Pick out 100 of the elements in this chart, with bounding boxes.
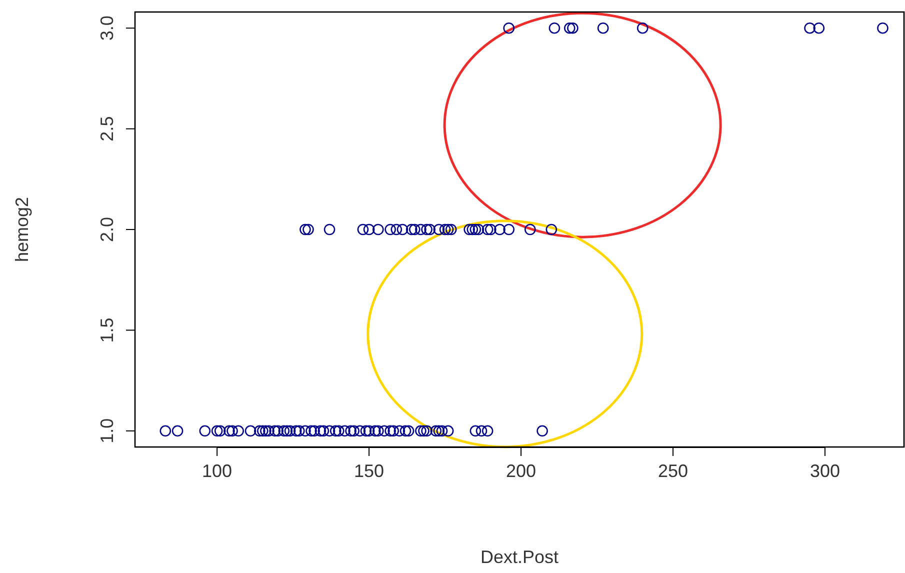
- point: [564, 22, 576, 34]
- y-tick-label: 2.5: [97, 116, 117, 142]
- point: [360, 425, 372, 437]
- point: [211, 425, 223, 437]
- point: [442, 425, 454, 437]
- point: [415, 224, 426, 236]
- x-tick-label: 100: [202, 461, 232, 481]
- point: [269, 425, 280, 437]
- point: [302, 224, 314, 236]
- x-tick-label: 250: [658, 461, 688, 481]
- point: [524, 224, 536, 236]
- point: [470, 425, 482, 437]
- x-tick-label: 200: [506, 461, 536, 481]
- point: [546, 224, 558, 236]
- point: [406, 224, 418, 236]
- point: [363, 425, 375, 437]
- point: [363, 224, 375, 236]
- point: [300, 425, 311, 437]
- point: [400, 425, 412, 437]
- point: [254, 425, 266, 437]
- point: [172, 425, 184, 437]
- point: [877, 22, 888, 34]
- point: [548, 22, 560, 34]
- point: [300, 224, 311, 236]
- point: [372, 425, 384, 437]
- point: [396, 224, 408, 236]
- point: [421, 224, 432, 236]
- point: [484, 224, 496, 236]
- point: [257, 425, 268, 437]
- point: [354, 425, 366, 437]
- point: [472, 224, 484, 236]
- point: [418, 425, 430, 437]
- point: [308, 425, 320, 437]
- y-axis-title: hemog2: [12, 196, 32, 262]
- point: [482, 224, 494, 236]
- point: [372, 224, 384, 236]
- point: [324, 224, 336, 236]
- point: [439, 224, 451, 236]
- point: [567, 22, 578, 34]
- point: [272, 425, 284, 437]
- point: [330, 425, 342, 437]
- point: [378, 425, 390, 437]
- point: [390, 224, 402, 236]
- x-axis-title: Dext.Post: [480, 547, 559, 567]
- point: [160, 425, 172, 437]
- point: [430, 425, 442, 437]
- point: [324, 425, 336, 437]
- point: [466, 224, 478, 236]
- y-tick-label: 1.0: [97, 418, 117, 444]
- point: [470, 224, 482, 236]
- point: [226, 425, 238, 437]
- point: [199, 425, 211, 437]
- point: [536, 425, 548, 437]
- point: [503, 22, 515, 34]
- point: [244, 425, 256, 437]
- point: [415, 425, 426, 437]
- point: [388, 425, 400, 437]
- point: [214, 425, 226, 437]
- point: [804, 22, 816, 34]
- point: [281, 425, 293, 437]
- point: [224, 425, 235, 437]
- point: [482, 425, 494, 437]
- point: [314, 425, 326, 437]
- point: [232, 425, 244, 437]
- point: [445, 224, 457, 236]
- y-tick-label: 1.5: [97, 318, 117, 343]
- x-tick-label: 150: [354, 461, 384, 481]
- point: [421, 425, 432, 437]
- point: [306, 425, 317, 437]
- point: [394, 425, 406, 437]
- point: [464, 224, 475, 236]
- y-tick-label: 2.0: [97, 216, 117, 242]
- point: [597, 22, 609, 34]
- point: [384, 425, 396, 437]
- point: [503, 224, 515, 236]
- point: [476, 425, 488, 437]
- point: [433, 425, 445, 437]
- x-tick-label: 300: [810, 461, 840, 481]
- point: [384, 224, 396, 236]
- point: [813, 22, 825, 34]
- point: [402, 425, 414, 437]
- point: [290, 425, 302, 437]
- point: [636, 22, 648, 34]
- point: [442, 224, 454, 236]
- point: [348, 425, 360, 437]
- point: [260, 425, 272, 437]
- point: [369, 425, 381, 437]
- point: [333, 425, 344, 437]
- point: [284, 425, 296, 437]
- point: [436, 425, 448, 437]
- point: [263, 425, 274, 437]
- point: [424, 224, 436, 236]
- point: [494, 224, 506, 236]
- point: [433, 224, 445, 236]
- point: [357, 224, 369, 236]
- point: [408, 224, 420, 236]
- point: [345, 425, 356, 437]
- point: [293, 425, 305, 437]
- point: [278, 425, 290, 437]
- point: [318, 425, 330, 437]
